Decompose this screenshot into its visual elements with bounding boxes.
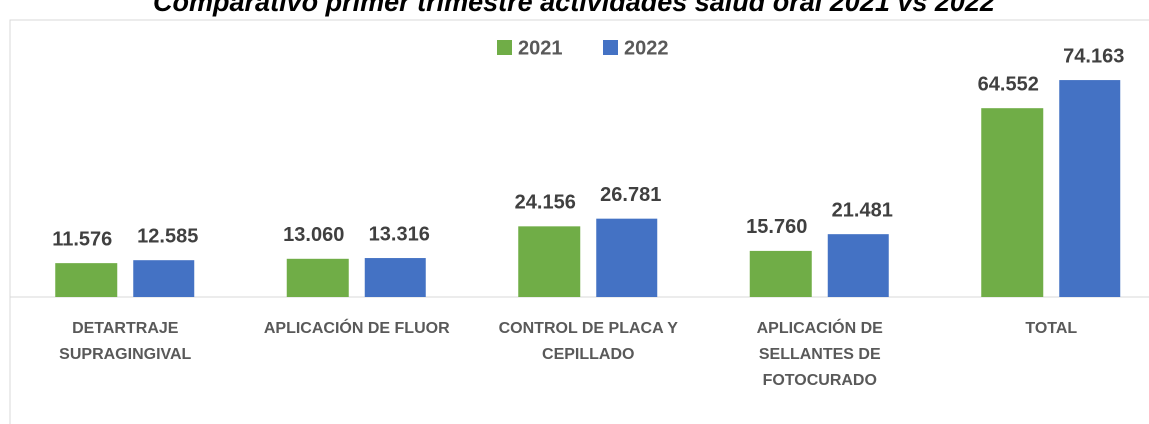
data-label: 64.552 bbox=[978, 73, 1039, 95]
bar bbox=[1059, 80, 1121, 297]
x-tick-label: APLICACIÓN DE FLUOR bbox=[263, 320, 450, 337]
data-label: 12.585 bbox=[137, 225, 198, 247]
bar bbox=[981, 108, 1044, 298]
x-tick-label: APLICACIÓN DE SELLANTES DE FOTOCURADO bbox=[756, 320, 883, 389]
bar bbox=[827, 234, 889, 297]
x-tick-label: DETARTRAJE SUPRAGINGIVAL bbox=[59, 320, 192, 363]
bar bbox=[364, 258, 426, 297]
legend-swatch bbox=[603, 40, 618, 55]
chart-border bbox=[9, 19, 1149, 424]
data-label: 21.481 bbox=[832, 199, 893, 221]
data-label: 26.781 bbox=[600, 184, 661, 206]
bar bbox=[55, 263, 118, 297]
data-label: 24.156 bbox=[515, 192, 576, 214]
legend-label: 2022 bbox=[624, 37, 669, 59]
data-label: 13.060 bbox=[283, 224, 344, 246]
bar bbox=[518, 226, 581, 297]
data-label: 11.576 bbox=[52, 228, 112, 250]
data-label: 74.163 bbox=[1063, 45, 1124, 67]
legend-label: 2021 bbox=[518, 37, 563, 59]
bar bbox=[749, 250, 812, 297]
x-tick-label: TOTAL bbox=[1025, 320, 1078, 337]
data-label: 15.760 bbox=[746, 216, 807, 238]
legend-swatch bbox=[497, 40, 512, 55]
data-label: 13.316 bbox=[369, 223, 430, 245]
chart-title: Comparativo primer trimestre actividades… bbox=[153, 0, 995, 17]
x-tick-label: CONTROL DE PLACA Y CEPILLADO bbox=[498, 320, 678, 363]
bar bbox=[596, 218, 658, 297]
bar bbox=[286, 258, 349, 297]
bar bbox=[133, 260, 195, 297]
